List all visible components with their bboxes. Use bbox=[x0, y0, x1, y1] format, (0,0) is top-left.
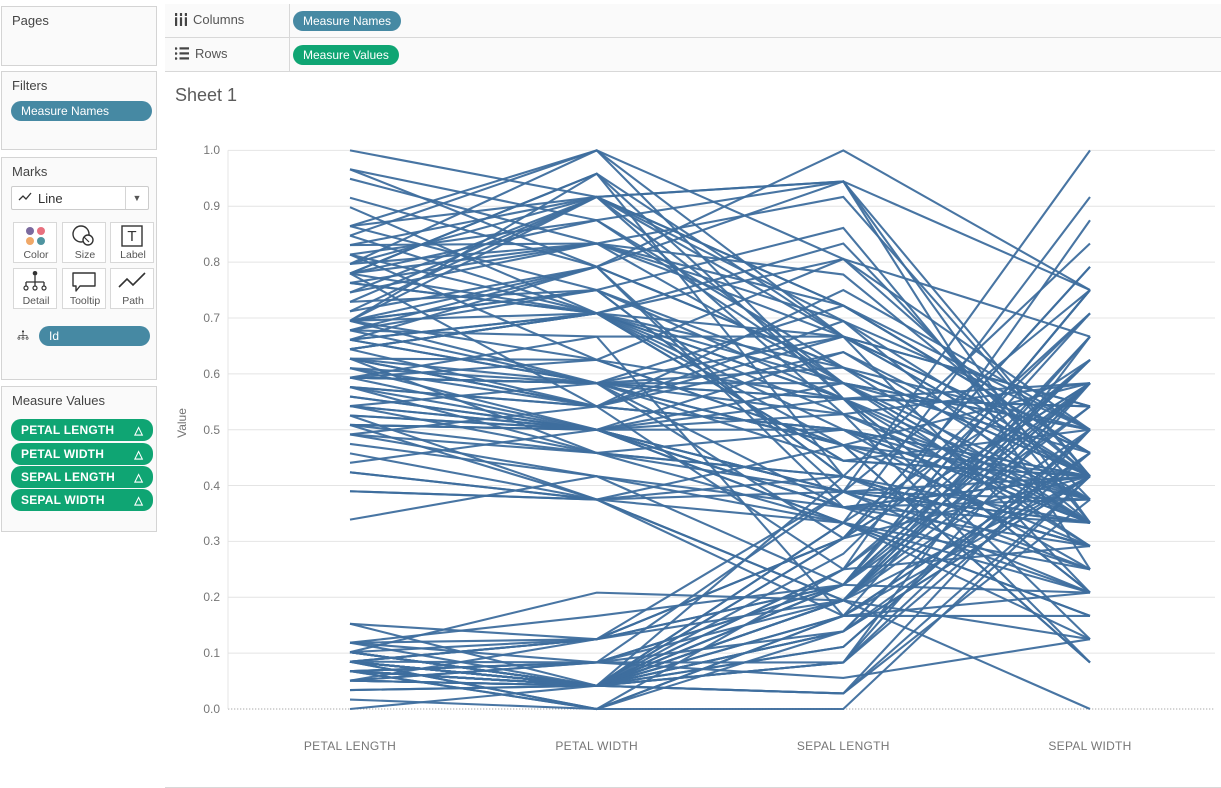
svg-text:T: T bbox=[127, 228, 136, 245]
